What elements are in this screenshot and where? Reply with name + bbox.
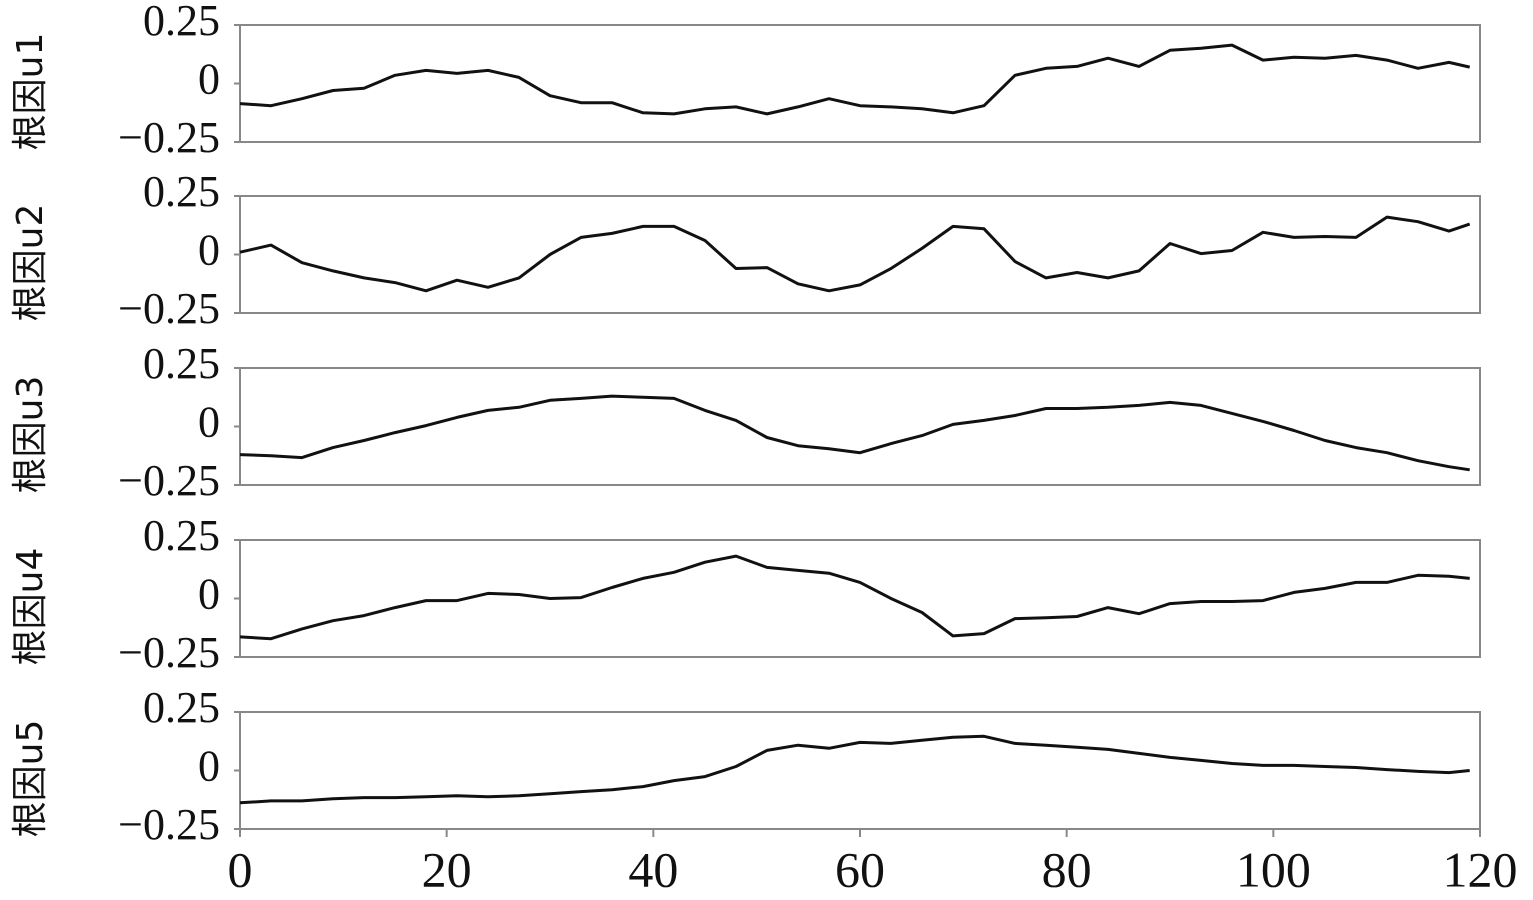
y-tick-label: 0 bbox=[198, 55, 220, 104]
data-line bbox=[239, 43, 1471, 116]
y-tick-label: −0.25 bbox=[118, 628, 220, 677]
y-tick-label: 0.25 bbox=[143, 511, 220, 560]
y-tick-label: −0.25 bbox=[118, 284, 220, 333]
x-tick-label: 80 bbox=[1042, 841, 1092, 897]
panel-frame bbox=[239, 24, 1481, 143]
panel-frame bbox=[239, 539, 1481, 658]
y-tick-label: 0.25 bbox=[143, 0, 220, 45]
y-tick-label: −0.25 bbox=[118, 456, 220, 505]
y-tick-label: 0.25 bbox=[143, 339, 220, 388]
x-tick-label: 0 bbox=[228, 841, 253, 897]
x-tick-label: 100 bbox=[1236, 841, 1311, 897]
y-tick-label: 0 bbox=[198, 742, 220, 791]
y-tick-label: 0 bbox=[198, 398, 220, 447]
data-line bbox=[239, 554, 1470, 641]
y-axis-label: 根因u1 bbox=[10, 33, 51, 151]
data-line bbox=[239, 734, 1470, 805]
y-axis-label: 根因u5 bbox=[10, 720, 51, 838]
x-tick-label: 60 bbox=[835, 841, 885, 897]
y-axis-label: 根因u2 bbox=[10, 204, 51, 322]
data-line bbox=[239, 215, 1471, 293]
panel-frame bbox=[239, 195, 1481, 314]
x-tick-label: 40 bbox=[628, 841, 678, 897]
x-tick-label: 20 bbox=[422, 841, 472, 897]
y-axis-label: 根因u3 bbox=[10, 376, 51, 494]
y-axis-label: 根因u4 bbox=[10, 548, 51, 666]
y-tick-label: 0.25 bbox=[143, 683, 220, 732]
y-tick-label: 0 bbox=[198, 570, 220, 619]
data-line bbox=[239, 394, 1470, 472]
y-tick-label: −0.25 bbox=[118, 800, 220, 849]
panel-frame bbox=[239, 711, 1481, 830]
y-tick-label: 0 bbox=[198, 226, 220, 275]
y-tick-label: −0.25 bbox=[118, 113, 220, 162]
y-tick-label: 0.25 bbox=[143, 167, 220, 216]
x-tick-label: 120 bbox=[1443, 841, 1518, 897]
